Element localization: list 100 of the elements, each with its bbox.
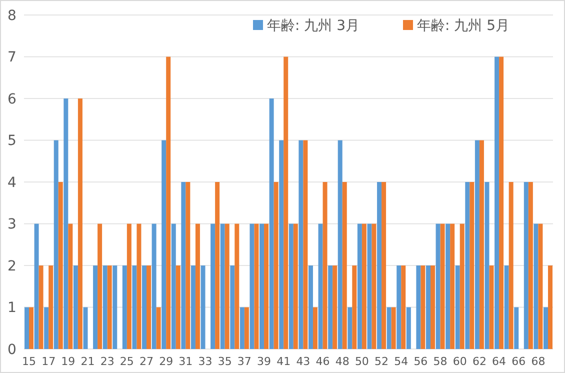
bar bbox=[426, 266, 430, 349]
x-tick-label: 68 bbox=[531, 355, 546, 368]
bar bbox=[64, 98, 68, 349]
bar bbox=[162, 140, 166, 349]
bar bbox=[416, 266, 421, 349]
bar bbox=[156, 307, 161, 349]
bar bbox=[401, 266, 406, 349]
bar bbox=[470, 182, 474, 349]
bar bbox=[136, 224, 142, 349]
legend-label: 年齢: 九州 5月 bbox=[417, 18, 510, 34]
bar bbox=[190, 266, 196, 349]
bar bbox=[338, 140, 342, 349]
bar bbox=[430, 266, 435, 349]
bar bbox=[54, 140, 58, 349]
bar bbox=[528, 182, 533, 349]
bar bbox=[93, 266, 98, 349]
y-tick-label: 6 bbox=[8, 91, 17, 108]
x-tick-label: 48 bbox=[335, 355, 350, 368]
x-tick-label: 58 bbox=[433, 355, 448, 368]
bar bbox=[215, 182, 220, 349]
bar bbox=[279, 140, 284, 349]
bar bbox=[48, 266, 54, 349]
bar bbox=[240, 307, 244, 349]
bar bbox=[386, 307, 392, 349]
bar bbox=[508, 182, 514, 349]
x-tick-label: 25 bbox=[120, 355, 134, 368]
bar bbox=[146, 266, 152, 349]
bar bbox=[264, 224, 269, 349]
bar bbox=[504, 266, 509, 349]
x-tick-label: 56 bbox=[414, 355, 428, 368]
bar bbox=[98, 224, 102, 349]
bar bbox=[396, 266, 402, 349]
bar bbox=[446, 224, 450, 349]
bar bbox=[440, 224, 445, 349]
bar bbox=[102, 266, 108, 349]
bar bbox=[499, 56, 504, 349]
bar bbox=[514, 307, 519, 349]
bar bbox=[382, 182, 386, 349]
x-tick-label: 17 bbox=[42, 355, 56, 368]
y-tick-label: 7 bbox=[8, 50, 16, 66]
y-tick-label: 4 bbox=[8, 174, 17, 191]
bar bbox=[254, 224, 259, 349]
bar bbox=[420, 266, 426, 349]
x-tick-label: 27 bbox=[140, 355, 154, 368]
y-tick-label: 1 bbox=[8, 300, 16, 316]
x-tick-label: 66 bbox=[512, 355, 526, 368]
bar bbox=[328, 266, 333, 349]
x-tick-label: 60 bbox=[452, 355, 467, 368]
x-tick-label: 39 bbox=[257, 355, 272, 368]
bar bbox=[460, 224, 464, 349]
bar bbox=[484, 182, 490, 349]
bar bbox=[250, 224, 254, 349]
bar bbox=[44, 307, 49, 349]
bar bbox=[176, 266, 180, 349]
bar bbox=[126, 224, 132, 349]
bar bbox=[112, 266, 118, 349]
bar bbox=[166, 56, 171, 349]
x-tick-label: 29 bbox=[159, 355, 174, 368]
bar bbox=[318, 224, 323, 349]
bar bbox=[107, 266, 112, 349]
bar bbox=[73, 266, 78, 349]
bar bbox=[548, 266, 553, 349]
bar bbox=[312, 307, 318, 349]
y-tick-label: 2 bbox=[8, 258, 16, 274]
legend-label: 年齢: 九州 3月 bbox=[267, 18, 360, 34]
bar bbox=[274, 182, 278, 349]
bar bbox=[455, 266, 460, 349]
bar bbox=[450, 224, 455, 349]
bar bbox=[34, 224, 39, 349]
bar bbox=[78, 98, 82, 349]
bar bbox=[377, 182, 382, 349]
x-tick-label: 33 bbox=[198, 355, 212, 368]
x-tick-label: 37 bbox=[237, 355, 252, 368]
bar bbox=[332, 266, 338, 349]
bar bbox=[298, 140, 304, 349]
bar bbox=[284, 56, 288, 349]
bar bbox=[269, 98, 274, 349]
x-tick-label: 43 bbox=[296, 355, 310, 368]
bar bbox=[544, 307, 548, 349]
bar bbox=[83, 307, 88, 349]
x-tick-label: 19 bbox=[61, 355, 76, 368]
bar bbox=[436, 224, 440, 349]
bar bbox=[367, 224, 372, 349]
bar bbox=[181, 182, 186, 349]
bar bbox=[210, 224, 216, 349]
bar bbox=[152, 224, 156, 349]
bar bbox=[348, 307, 352, 349]
x-tick-label: 23 bbox=[100, 355, 114, 368]
bar bbox=[224, 224, 230, 349]
x-tick-label: 41 bbox=[276, 355, 291, 368]
y-tick-label: 8 bbox=[8, 8, 16, 24]
x-tick-label: 46 bbox=[316, 355, 330, 368]
bar bbox=[28, 307, 34, 349]
bar bbox=[293, 224, 298, 349]
x-tick-label: 62 bbox=[472, 355, 486, 368]
bar bbox=[362, 224, 366, 349]
bar bbox=[24, 307, 29, 349]
bar bbox=[479, 140, 484, 349]
bar bbox=[230, 266, 235, 349]
x-tick-label: 31 bbox=[178, 355, 193, 368]
